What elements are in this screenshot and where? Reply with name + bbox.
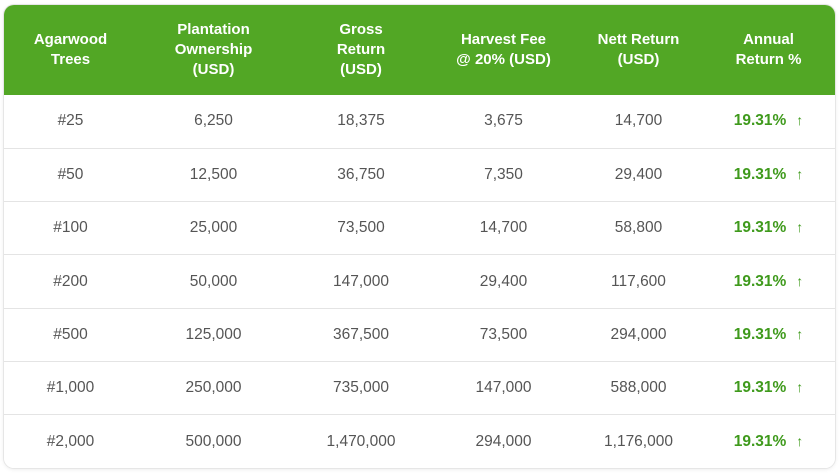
cell-nett-return: 117,600 (575, 254, 702, 309)
table-body: #25 6,250 18,375 3,675 14,700 19.31% ↑ #50 12,50… (4, 95, 835, 468)
table-row: #1,000 250,000 735,000 147,000 588,000 19.31%… (4, 360, 835, 415)
header-plantation-ownership: Plantation Ownership (USD) (174, 21, 253, 78)
annual-return-value: 19.31% (733, 165, 787, 183)
cell-gross-return: 36,750 (290, 147, 432, 202)
cell-annual-return: 19.31% ↑ (702, 360, 835, 415)
annual-return-value: 19.31% (733, 219, 787, 237)
cell-trees: #1,000 (4, 360, 137, 415)
returns-table: Agarwood Trees Plantation Ownership (USD… (4, 5, 835, 468)
cell-nett-return: 294,000 (575, 307, 702, 362)
arrow-up-icon: ↑ (796, 379, 804, 396)
cell-annual-return: 19.31% ↑ (702, 414, 835, 468)
cell-harvest-fee: 14,700 (432, 201, 575, 255)
annual-return-value: 19.31% (733, 325, 787, 343)
cell-annual-return: 19.31% ↑ (702, 201, 835, 255)
arrow-up-icon: ↑ (796, 112, 804, 129)
table-row: #500 125,000 367,500 73,500 294,000 19.31% ↑ (4, 307, 835, 362)
cell-trees: #100 (4, 201, 137, 255)
cell-gross-return: 18,375 (337, 112, 385, 130)
cell-nett-return: 14,700 (614, 112, 663, 130)
table-row: #200 50,000 147,000 29,400 117,600 19.31% ↑ (4, 254, 835, 309)
table-row: #100 25,000 73,500 14,700 58,800 19.31% ↑ (4, 201, 835, 255)
cell-trees: #500 (4, 307, 137, 362)
cell-ownership: 25,000 (137, 201, 290, 255)
cell-harvest-fee: 73,500 (432, 307, 575, 362)
header-gross-return: Gross Return (USD) (336, 21, 386, 78)
header-nett-return: Nett Return (USD) (597, 31, 680, 68)
cell-ownership: 50,000 (137, 254, 290, 309)
cell-annual-return: 19.31% ↑ (702, 307, 835, 362)
header-harvest-fee: Harvest Fee @ 20% (USD) (456, 31, 551, 68)
arrow-up-icon: ↑ (796, 432, 804, 449)
cell-trees: #50 (4, 147, 137, 202)
cell-nett-return: 1,176,000 (575, 414, 702, 468)
cell-harvest-fee: 7,350 (432, 147, 575, 202)
cell-annual-return: 19.31% ↑ (702, 254, 835, 309)
cell-harvest-fee: 294,000 (432, 414, 575, 468)
cell-ownership: 6,250 (194, 112, 233, 130)
table-row: #25 6,250 18,375 3,675 14,700 19.31% ↑ (4, 95, 835, 149)
cell-gross-return: 1,470,000 (290, 414, 432, 468)
cell-annual-return: 19.31% ↑ (702, 147, 835, 202)
cell-nett-return: 588,000 (575, 360, 702, 415)
cell-trees: #200 (4, 254, 137, 309)
cell-nett-return: 29,400 (575, 147, 702, 202)
header-agarwood-trees: Agarwood Trees (33, 31, 108, 68)
annual-return-value: 19.31% (733, 379, 787, 397)
arrow-up-icon: ↑ (796, 325, 804, 342)
cell-gross-return: 735,000 (290, 360, 432, 415)
annual-return-value: 19.31% (733, 432, 787, 450)
header-row: Agarwood Trees Plantation Ownership (USD… (4, 5, 835, 95)
cell-gross-return: 367,500 (290, 307, 432, 362)
cell-gross-return: 147,000 (290, 254, 432, 309)
cell-trees: #25 (57, 112, 84, 130)
cell-trees: #2,000 (4, 414, 137, 468)
annual-return-value: 19.31% (733, 112, 787, 130)
cell-annual-return: 19.31% ↑ (702, 95, 835, 148)
arrow-up-icon: ↑ (796, 272, 804, 289)
cell-ownership: 250,000 (137, 360, 290, 415)
arrow-up-icon: ↑ (796, 165, 804, 182)
annual-return-value: 19.31% (733, 272, 787, 290)
table-row: #2,000 500,000 1,470,000 294,000 1,176,000 19… (4, 414, 835, 468)
arrow-up-icon: ↑ (796, 219, 804, 236)
returns-table-card: Agarwood Trees Plantation Ownership (USD… (4, 5, 835, 468)
cell-ownership: 125,000 (137, 307, 290, 362)
table-header: Agarwood Trees Plantation Ownership (USD… (4, 5, 835, 95)
cell-harvest-fee: 147,000 (432, 360, 575, 415)
cell-ownership: 500,000 (137, 414, 290, 468)
cell-ownership: 12,500 (137, 147, 290, 202)
cell-nett-return: 58,800 (575, 201, 702, 255)
cell-harvest-fee: 29,400 (432, 254, 575, 309)
cell-gross-return: 73,500 (290, 201, 432, 255)
table-row: #50 12,500 36,750 7,350 29,400 19.31% ↑ (4, 147, 835, 202)
cell-harvest-fee: 3,675 (484, 112, 523, 130)
header-annual-return: Annual Return % (735, 31, 802, 68)
